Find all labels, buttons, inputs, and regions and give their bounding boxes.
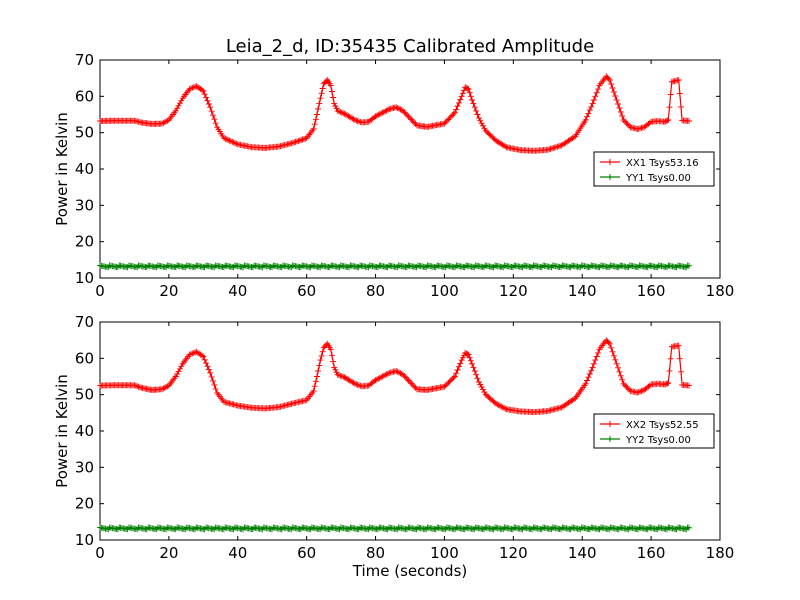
series-markers [97,524,692,533]
legend-box [593,413,715,449]
x-tick-label: 140 [568,544,597,562]
legend-label: XX1 Tsys53.16 [626,158,699,169]
series-yy [97,262,692,271]
legend-marker [607,174,613,180]
series-yy [97,524,692,533]
legend-label: YY2 Tsys0.00 [625,435,691,446]
x-tick-label: 0 [95,544,105,562]
y-tick-label: 10 [75,269,94,287]
x-tick-label: 60 [297,544,316,562]
x-tick-label: 100 [430,282,459,300]
legend-box [593,151,715,187]
x-tick-label: 60 [297,282,316,300]
y-tick-label: 70 [75,313,94,331]
y-axis-label: Power in Kelvin [53,374,71,488]
y-axis-label: Power in Kelvin [53,112,71,226]
y-tick-label: 40 [75,160,94,178]
series-markers [97,337,692,416]
legend-label: XX2 Tsys52.55 [626,420,699,431]
x-tick-label: 0 [95,282,105,300]
legend: XX2 Tsys52.55 YY2 Tsys0.00 [593,413,715,449]
x-tick-label: 80 [366,282,385,300]
y-tick-label: 70 [75,51,94,69]
legend-marker [607,159,613,165]
x-tick-label: 120 [499,282,528,300]
chart-title: Leia_2_d, ID:35435 Calibrated Amplitude [226,36,594,57]
series-markers [97,73,692,154]
y-tick-label: 60 [75,87,94,105]
legend-marker [607,436,613,442]
y-tick-label: 30 [75,196,94,214]
y-tick-label: 40 [75,422,94,440]
x-tick-label: 40 [228,544,247,562]
x-axis-label: Time (seconds) [352,562,468,580]
top-plot: 0 20 40 60 80 100 120 140 160 180 10 20 30 40 50 60 70 Po… [53,51,734,300]
x-tick-label: 120 [499,544,528,562]
series-xx [97,73,692,154]
y-tick-label: 60 [75,349,94,367]
x-tick-label: 20 [159,282,178,300]
bottom-plot: 0 20 40 60 80 100 120 140 160 180 10 20 30 40 50 60 70 Po… [53,313,734,580]
legend-marker [607,421,613,427]
x-tick-label: 160 [637,282,666,300]
y-tick-label: 30 [75,458,94,476]
series-markers [97,262,692,271]
x-tick-label: 160 [637,544,666,562]
x-tick-label: 40 [228,282,247,300]
y-tick-label: 20 [75,495,94,513]
y-tick-label: 50 [75,386,94,404]
x-tick-label: 20 [159,544,178,562]
x-tick-label: 80 [366,544,385,562]
legend: XX1 Tsys53.16 YY1 Tsys0.00 [593,151,715,187]
legend-label: YY1 Tsys0.00 [625,173,691,184]
x-tick-label: 180 [706,544,735,562]
series-xx [97,337,692,416]
x-tick-label: 180 [706,282,735,300]
y-tick-label: 20 [75,233,94,251]
y-tick-label: 50 [75,124,94,142]
x-tick-label: 100 [430,544,459,562]
y-tick-label: 10 [75,531,94,549]
x-tick-label: 140 [568,282,597,300]
